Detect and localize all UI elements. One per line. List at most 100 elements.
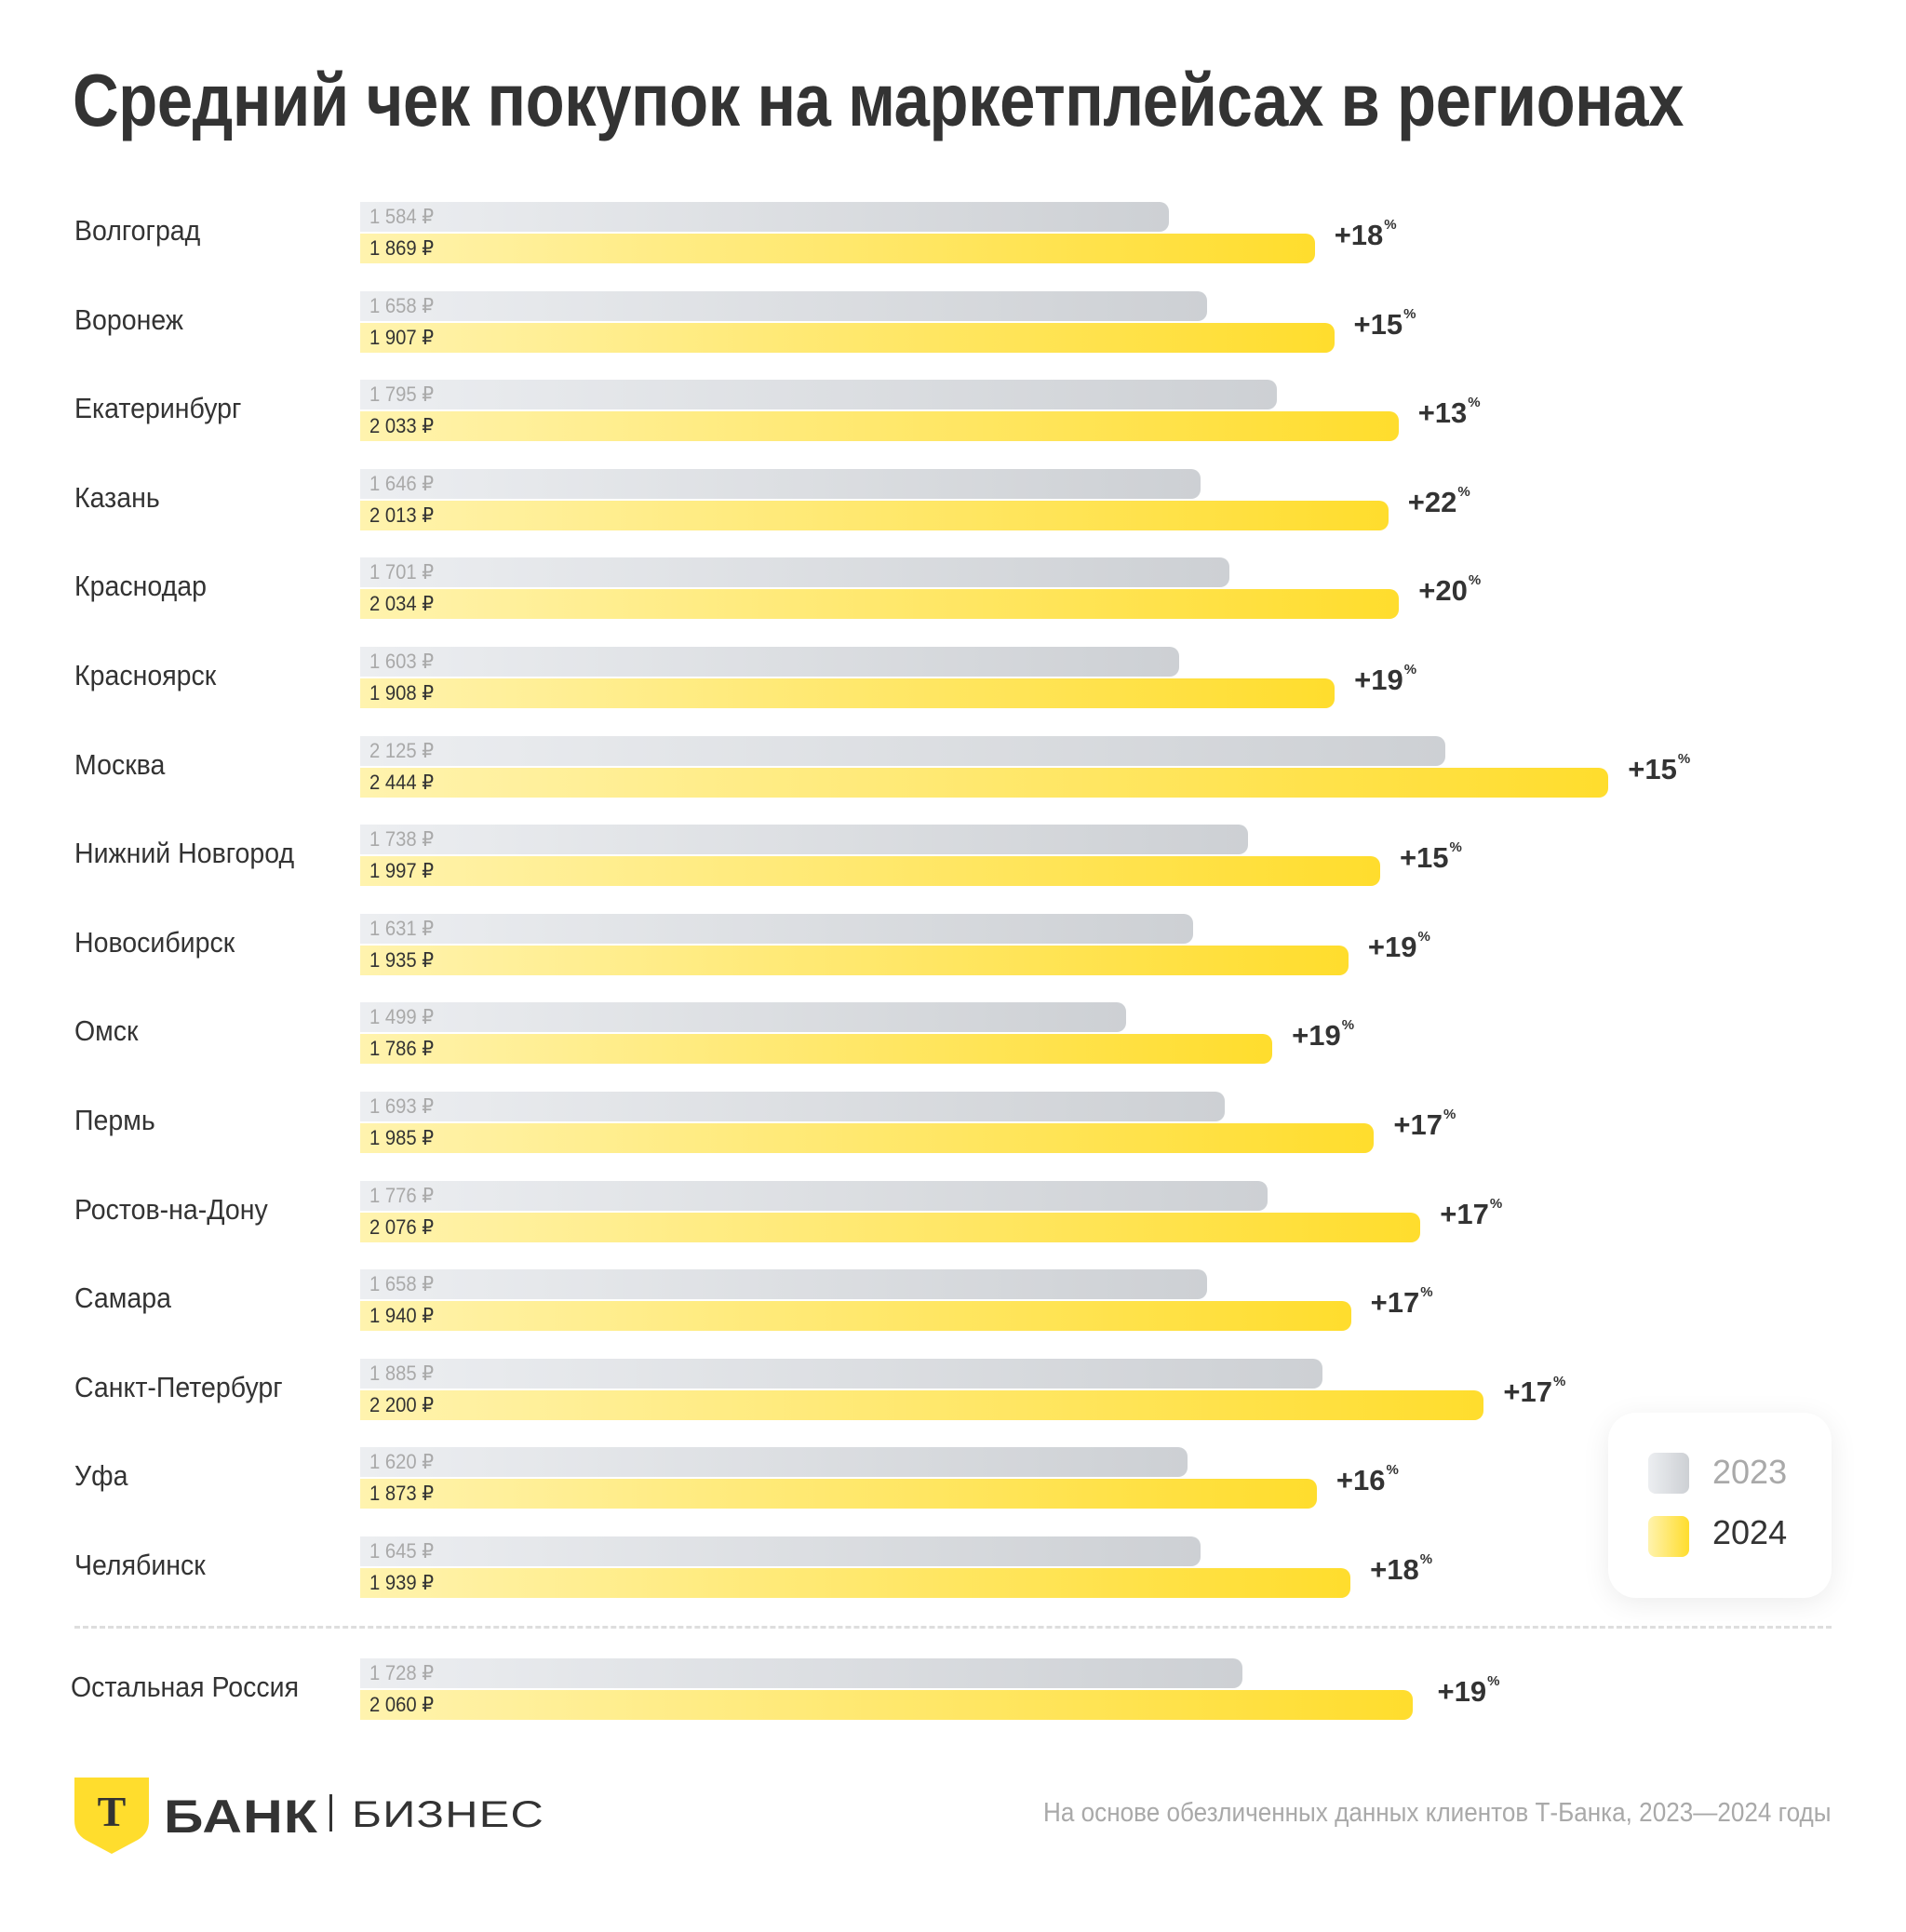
region-label: Ростов-на-Дону <box>74 1192 268 1226</box>
bar-value-label-2023: 1 658 ₽ <box>369 293 435 317</box>
bar-value-label-2024: 2 076 ₽ <box>369 1214 435 1239</box>
bar-2024: 1 985 ₽ <box>360 1123 1375 1153</box>
region-label: Санкт-Петербург <box>74 1370 283 1403</box>
region-label: Волгоград <box>74 214 201 247</box>
percent-sign: % <box>1468 572 1482 589</box>
percent-sign: % <box>1457 483 1470 500</box>
legend: 2023 2024 <box>1608 1413 1832 1598</box>
bar-2023: 1 885 ₽ <box>360 1358 1323 1389</box>
legend-label-2024: 2024 <box>1712 1513 1788 1551</box>
bar-value-label-2024: 1 935 ₽ <box>369 947 435 972</box>
percent-sign: % <box>1341 1017 1355 1034</box>
logo-business-text: БИЗНЕС <box>352 1794 544 1835</box>
bar-2024: 2 034 ₽ <box>360 589 1400 620</box>
chart-title: Средний чек покупок на маркетплейсах в р… <box>73 59 1684 141</box>
percent-sign: % <box>1487 1673 1500 1689</box>
growth-label: +15% <box>1354 305 1416 342</box>
bar-2024: 1 939 ₽ <box>360 1568 1351 1598</box>
bar-2023: 1 645 ₽ <box>360 1536 1201 1566</box>
region-label: Остальная Россия <box>71 1670 300 1703</box>
percent-sign: % <box>1417 928 1430 945</box>
bar-value-label-2023: 1 620 ₽ <box>369 1450 435 1474</box>
bar-2024: 2 060 ₽ <box>360 1690 1413 1720</box>
bar-value-label-2023: 1 795 ₽ <box>369 382 435 407</box>
percent-sign: % <box>1420 1284 1433 1301</box>
logo-bank-text: БАНК <box>164 1791 319 1843</box>
rest-of-russia-divider <box>74 1626 1832 1629</box>
bar-2024: 1 869 ₽ <box>360 234 1315 263</box>
growth-value: +15 <box>1628 752 1677 785</box>
bar-value-label-2023: 2 125 ₽ <box>369 738 435 762</box>
bar-2024: 1 940 ₽ <box>360 1301 1351 1332</box>
growth-value: +17 <box>1440 1197 1489 1230</box>
bar-value-label-2024: 1 940 ₽ <box>369 1304 435 1328</box>
growth-label: +19% <box>1292 1017 1355 1053</box>
bar-2023: 1 658 ₽ <box>360 1269 1207 1300</box>
bar-2024: 1 907 ₽ <box>360 322 1335 353</box>
bar-value-label-2024: 1 939 ₽ <box>369 1571 435 1594</box>
region-label: Москва <box>74 747 166 781</box>
percent-sign: % <box>1443 1107 1456 1122</box>
bar-value-label-2023: 1 885 ₽ <box>369 1361 435 1385</box>
bar-2024: 1 935 ₽ <box>360 945 1349 975</box>
percent-sign: % <box>1386 1462 1399 1479</box>
growth-label: +15% <box>1628 751 1690 786</box>
growth-value: +18 <box>1334 219 1384 251</box>
growth-label: +19% <box>1437 1673 1500 1709</box>
growth-label: +19% <box>1368 928 1430 964</box>
bar-2023: 1 728 ₽ <box>360 1658 1243 1688</box>
bar-2023: 1 658 ₽ <box>360 290 1207 321</box>
growth-value: +22 <box>1407 485 1457 518</box>
bar-value-label-2023: 1 645 ₽ <box>369 1539 435 1563</box>
growth-value: +19 <box>1437 1675 1487 1708</box>
bar-value-label-2023: 1 776 ₽ <box>369 1183 435 1207</box>
growth-label: +20% <box>1418 572 1482 608</box>
bar-2024: 2 444 ₽ <box>360 767 1609 798</box>
bar-value-label-2024: 2 033 ₽ <box>369 414 435 438</box>
bar-value-label-2023: 1 658 ₽ <box>369 1272 435 1296</box>
region-label: Челябинск <box>74 1549 206 1581</box>
percent-sign: % <box>1468 395 1481 411</box>
growth-value: +19 <box>1354 664 1403 696</box>
bar-value-label-2023: 1 701 ₽ <box>369 560 435 584</box>
bar-2023: 1 631 ₽ <box>360 913 1194 944</box>
region-label: Екатеринбург <box>74 392 242 425</box>
percent-sign: % <box>1449 839 1462 856</box>
region-label: Омск <box>74 1014 139 1048</box>
percent-sign: % <box>1403 305 1416 322</box>
region-label: Красноярск <box>74 659 217 691</box>
growth-label: +13% <box>1417 395 1481 430</box>
growth-value: +13 <box>1417 396 1468 430</box>
bar-2024: 2 033 ₽ <box>360 411 1399 442</box>
growth-label: +19% <box>1354 662 1417 697</box>
t-bank-shield-logo-icon: Т <box>74 1778 149 1854</box>
region-label: Новосибирск <box>74 925 235 959</box>
logo-letter: Т <box>98 1788 127 1835</box>
bar-value-label-2023: 1 631 ₽ <box>369 916 435 940</box>
growth-label: +17% <box>1370 1284 1433 1320</box>
bar-2023: 1 499 ₽ <box>360 1002 1126 1033</box>
growth-value: +20 <box>1418 574 1468 608</box>
bar-2023: 1 603 ₽ <box>360 647 1179 677</box>
growth-label: +18% <box>1370 1551 1432 1587</box>
bar-2024: 2 200 ₽ <box>360 1389 1484 1420</box>
bar-value-label-2023: 1 603 ₽ <box>369 650 435 673</box>
bar-2024: 1 997 ₽ <box>360 856 1380 887</box>
growth-value: +17 <box>1503 1375 1552 1408</box>
bar-2023: 1 701 ₽ <box>360 557 1229 588</box>
bar-2024: 2 013 ₽ <box>360 500 1389 530</box>
bar-value-label-2023: 1 693 ₽ <box>369 1094 435 1118</box>
percent-sign: % <box>1403 662 1417 678</box>
region-label: Пермь <box>74 1104 155 1136</box>
region-label: Самара <box>74 1281 171 1315</box>
percent-sign: % <box>1552 1373 1566 1389</box>
bar-2023: 1 693 ₽ <box>360 1092 1226 1121</box>
bar-value-label-2024: 2 060 ₽ <box>369 1693 435 1716</box>
region-label: Уфа <box>74 1459 128 1493</box>
growth-value: +17 <box>1370 1286 1420 1320</box>
bar-value-label-2024: 1 907 ₽ <box>369 325 435 349</box>
bar-value-label-2024: 1 985 ₽ <box>369 1126 435 1149</box>
bar-2023: 1 738 ₽ <box>360 825 1248 855</box>
legend-swatch-2023 <box>1648 1453 1689 1494</box>
bar-value-label-2024: 1 786 ₽ <box>369 1037 435 1061</box>
